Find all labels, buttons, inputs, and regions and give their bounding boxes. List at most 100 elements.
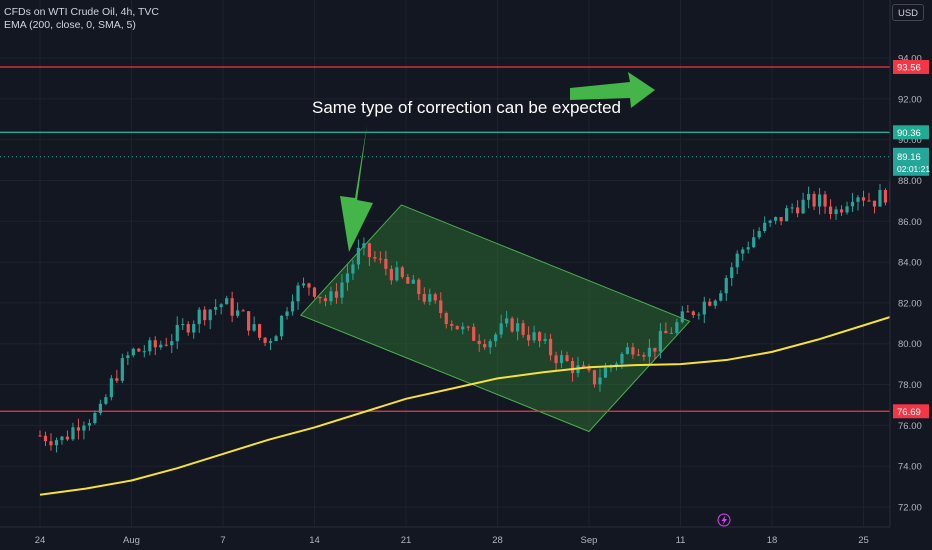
candle (878, 190, 882, 207)
candle (362, 243, 366, 248)
candle (411, 279, 415, 284)
candle (192, 324, 196, 333)
candle (389, 268, 393, 281)
candle (570, 361, 575, 374)
candle (691, 311, 695, 316)
time-axis[interactable]: 24Aug7142128Sep111825Oct6 (0, 526, 932, 546)
candle (175, 324, 179, 342)
candle (455, 325, 459, 330)
candle (494, 334, 498, 342)
candle (395, 267, 399, 281)
level-price-tag (893, 404, 929, 419)
candle (642, 355, 646, 357)
candle (236, 310, 240, 316)
horizontal-levels (0, 66, 890, 412)
candle (697, 314, 701, 316)
candle (82, 425, 86, 431)
level-price-label: 90.36 (897, 128, 921, 139)
candlestick-series (38, 164, 931, 453)
candle (98, 403, 102, 414)
candle (537, 332, 542, 341)
candle (823, 194, 827, 207)
candle (680, 311, 684, 323)
candle (258, 324, 262, 338)
price-axis[interactable]: 94.00 92.00 90.00 88.00 86.00 84.00 82.00 80.00… (889, 0, 932, 550)
candle (268, 341, 273, 343)
candle (598, 377, 602, 385)
currency-button[interactable]: USD (892, 4, 924, 21)
candle (422, 294, 426, 302)
x-tick-label: 11 (676, 535, 686, 546)
candle (867, 200, 871, 202)
candle (796, 207, 800, 214)
y-tick-label: 90.00 (898, 135, 922, 146)
countdown-label: 02:01:21 (897, 164, 930, 174)
flash-icon[interactable] (717, 513, 731, 527)
candle (719, 293, 723, 301)
candle (669, 332, 673, 334)
candle (131, 348, 135, 356)
x-tick-label: 21 (401, 535, 412, 546)
candle (872, 200, 877, 207)
x-tick-label: 24 (35, 535, 46, 546)
candle (301, 283, 306, 286)
x-tick-label: Aug (123, 535, 140, 546)
candle (230, 298, 234, 316)
candle (104, 397, 108, 404)
candle (461, 326, 465, 330)
x-tick-label: 18 (767, 535, 778, 546)
candle (603, 367, 608, 378)
candle (252, 324, 256, 331)
candle (752, 237, 756, 248)
x-tick-label: Sep (581, 535, 598, 546)
annotation-arrows (340, 72, 655, 252)
candle (54, 440, 59, 446)
candle (263, 337, 267, 343)
candle (581, 365, 586, 368)
price-axis-bg (890, 0, 932, 550)
candle (548, 338, 553, 356)
y-tick-label: 86.00 (898, 217, 922, 228)
candle (653, 347, 657, 352)
candle (334, 291, 339, 298)
candle (186, 324, 190, 333)
indicator-legend[interactable]: EMA (200, close, 0, SMA, 5) (4, 19, 136, 31)
level-price-tag (893, 59, 929, 74)
candle (527, 334, 531, 341)
candle (148, 340, 152, 352)
candle (785, 208, 789, 222)
candle (219, 304, 223, 307)
candle (65, 436, 70, 440)
x-tick-label: 7 (220, 535, 225, 546)
candle (241, 310, 245, 312)
candle (735, 253, 739, 268)
candle (828, 206, 833, 215)
candle (384, 258, 388, 269)
candle (625, 347, 630, 354)
candle (439, 300, 443, 314)
ema-200-line (39, 302, 932, 496)
candle (466, 326, 470, 328)
y-tick-label: 88.00 (898, 176, 922, 187)
candle (312, 287, 317, 297)
symbol-title: CFDs on WTI Crude Oil, 4h, TVC (4, 6, 160, 18)
candle (472, 326, 476, 341)
candle (675, 322, 679, 333)
candle (356, 247, 361, 265)
candle (120, 358, 124, 381)
candle (658, 330, 662, 352)
candle (208, 309, 212, 321)
candle (428, 294, 432, 302)
ema-200 (39, 302, 932, 496)
candle (488, 341, 492, 348)
candle (285, 311, 289, 316)
candle (351, 264, 355, 274)
candle (559, 355, 564, 364)
candle (779, 217, 783, 222)
candle (850, 201, 855, 207)
candle (768, 220, 772, 223)
candle (812, 193, 816, 207)
y-tick-label: 80.00 (898, 339, 922, 350)
candle (279, 315, 284, 337)
